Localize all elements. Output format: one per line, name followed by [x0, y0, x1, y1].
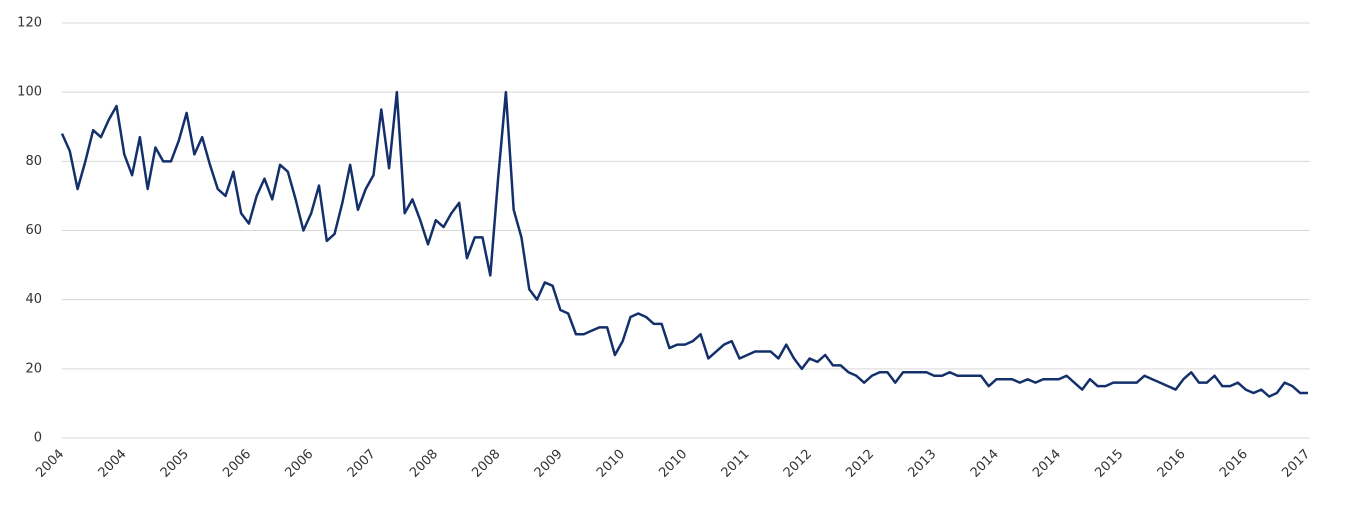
x-tick-label: 2009 — [532, 447, 566, 481]
x-tick-label: 2017 — [1279, 447, 1313, 481]
x-tick-label: 2012 — [781, 447, 815, 481]
y-tick-label: 60 — [25, 223, 42, 238]
x-tick-label: 2010 — [656, 447, 690, 481]
x-tick-label: 2011 — [719, 447, 753, 481]
x-tick-label: 2007 — [345, 447, 379, 481]
x-tick-label: 2014 — [968, 447, 1002, 481]
x-tick-label: 2010 — [594, 447, 628, 481]
x-tick-label: 2008 — [407, 447, 441, 481]
x-tick-label: 2006 — [220, 447, 254, 481]
y-tick-label: 80 — [25, 154, 42, 169]
y-tick-label: 120 — [17, 16, 42, 31]
x-tick-label: 2013 — [905, 447, 939, 481]
x-tick-label: 2012 — [843, 447, 877, 481]
y-tick-label: 100 — [17, 85, 42, 100]
x-tick-label: 2006 — [282, 447, 316, 481]
x-tick-label: 2004 — [33, 447, 67, 481]
x-tick-label: 2008 — [469, 447, 503, 481]
x-tick-label: 2005 — [158, 447, 192, 481]
x-tick-label: 2015 — [1092, 447, 1126, 481]
data-line — [60, 90, 1308, 398]
y-tick-label: 0 — [34, 431, 42, 446]
y-tick-label: 40 — [25, 292, 42, 307]
x-tick-label: 2016 — [1217, 447, 1251, 481]
x-tick-label: 2016 — [1155, 447, 1189, 481]
x-tick-label: 2004 — [96, 447, 130, 481]
x-tick-label: 2014 — [1030, 447, 1064, 481]
y-tick-label: 20 — [25, 361, 42, 376]
